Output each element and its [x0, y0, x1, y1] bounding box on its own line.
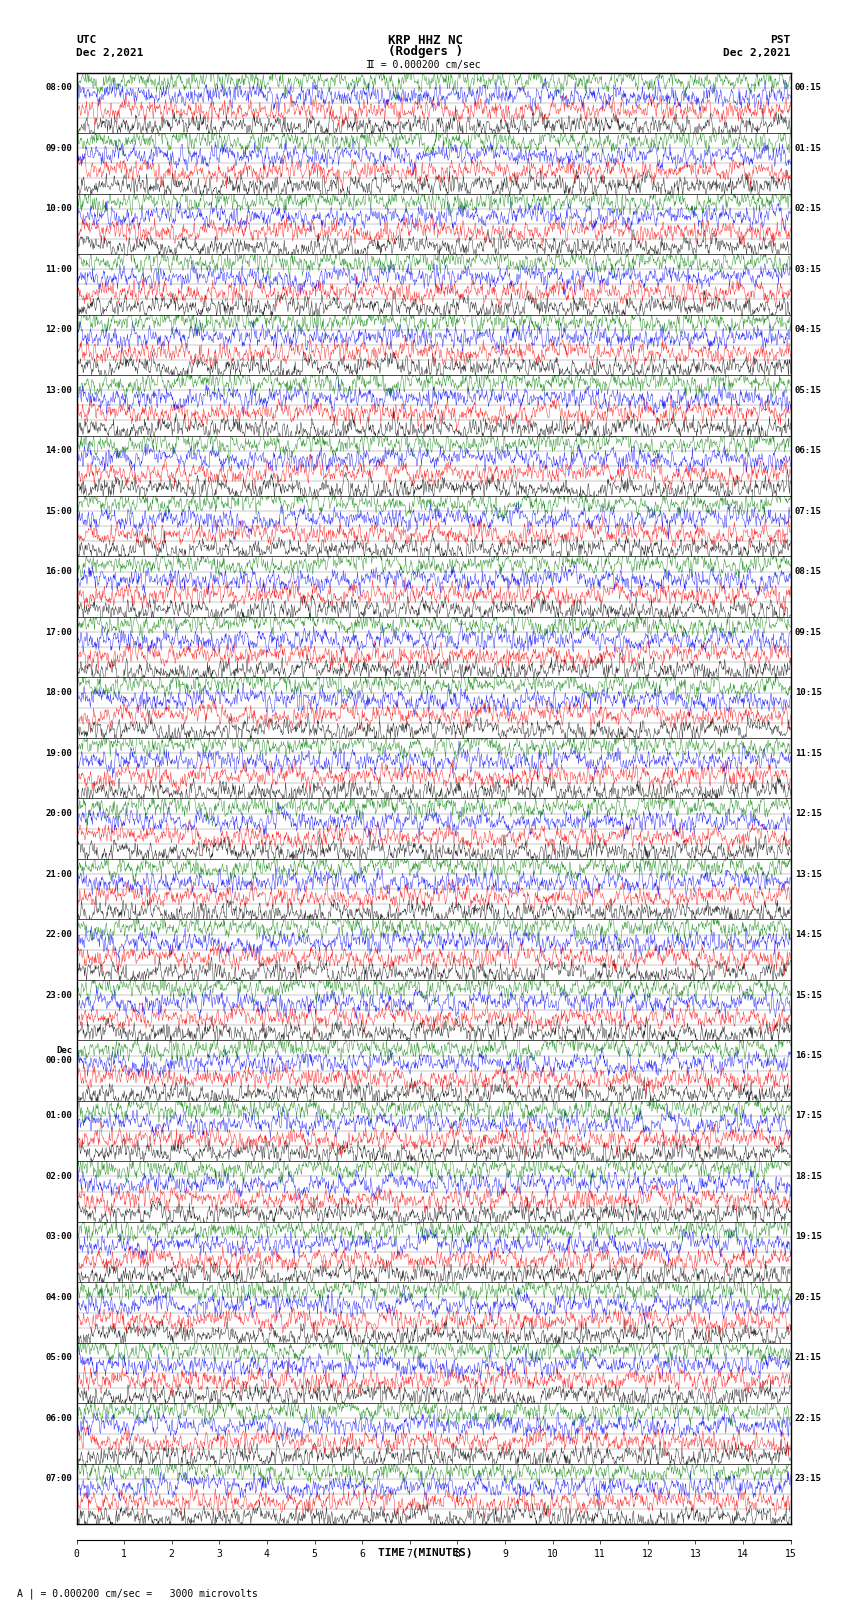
Text: 00:15: 00:15 [795, 84, 822, 92]
Text: 09:15: 09:15 [795, 627, 822, 637]
Text: I = 0.000200 cm/sec: I = 0.000200 cm/sec [369, 60, 481, 69]
Text: 16:15: 16:15 [795, 1052, 822, 1060]
Text: 16:00: 16:00 [45, 568, 72, 576]
Text: 22:15: 22:15 [795, 1415, 822, 1423]
Text: KRP HHZ NC: KRP HHZ NC [388, 34, 462, 47]
Text: 10:00: 10:00 [45, 205, 72, 213]
Text: 06:15: 06:15 [795, 447, 822, 455]
Text: 06:00: 06:00 [45, 1415, 72, 1423]
Text: Dec 2,2021: Dec 2,2021 [76, 48, 144, 58]
Text: 23:00: 23:00 [45, 990, 72, 1000]
Text: 18:00: 18:00 [45, 689, 72, 697]
Text: 22:00: 22:00 [45, 931, 72, 939]
Text: 11:00: 11:00 [45, 265, 72, 274]
Text: 17:00: 17:00 [45, 627, 72, 637]
Text: 13:15: 13:15 [795, 869, 822, 879]
Text: 08:00: 08:00 [45, 84, 72, 92]
Text: (Rodgers ): (Rodgers ) [388, 45, 462, 58]
Text: 18:15: 18:15 [795, 1173, 822, 1181]
Text: Dec
00:00: Dec 00:00 [45, 1045, 72, 1065]
Text: 08:15: 08:15 [795, 568, 822, 576]
Text: 20:15: 20:15 [795, 1294, 822, 1302]
Text: 19:15: 19:15 [795, 1232, 822, 1242]
Text: 12:15: 12:15 [795, 810, 822, 818]
Text: 21:15: 21:15 [795, 1353, 822, 1363]
Text: 01:15: 01:15 [795, 144, 822, 153]
Text: 23:15: 23:15 [795, 1474, 822, 1484]
Text: UTC: UTC [76, 35, 97, 45]
Text: 10:15: 10:15 [795, 689, 822, 697]
Text: 15:00: 15:00 [45, 506, 72, 516]
Text: 13:00: 13:00 [45, 386, 72, 395]
Text: 20:00: 20:00 [45, 810, 72, 818]
Text: 14:15: 14:15 [795, 931, 822, 939]
Text: 02:15: 02:15 [795, 205, 822, 213]
Text: TIME (MINUTES): TIME (MINUTES) [377, 1548, 473, 1558]
Text: 04:15: 04:15 [795, 326, 822, 334]
Text: 12:00: 12:00 [45, 326, 72, 334]
Text: 15:15: 15:15 [795, 990, 822, 1000]
Text: 07:00: 07:00 [45, 1474, 72, 1484]
Text: 04:00: 04:00 [45, 1294, 72, 1302]
Text: 14:00: 14:00 [45, 447, 72, 455]
Text: 03:15: 03:15 [795, 265, 822, 274]
Text: 05:15: 05:15 [795, 386, 822, 395]
Text: Dec 2,2021: Dec 2,2021 [723, 48, 791, 58]
Text: A | = 0.000200 cm/sec =   3000 microvolts: A | = 0.000200 cm/sec = 3000 microvolts [17, 1589, 258, 1598]
Text: 19:00: 19:00 [45, 748, 72, 758]
Text: 05:00: 05:00 [45, 1353, 72, 1363]
Text: I: I [366, 60, 373, 69]
Text: 01:00: 01:00 [45, 1111, 72, 1121]
Text: 11:15: 11:15 [795, 748, 822, 758]
Text: 09:00: 09:00 [45, 144, 72, 153]
Text: 02:00: 02:00 [45, 1173, 72, 1181]
Text: 21:00: 21:00 [45, 869, 72, 879]
Text: 03:00: 03:00 [45, 1232, 72, 1242]
Text: PST: PST [770, 35, 790, 45]
Text: 07:15: 07:15 [795, 506, 822, 516]
Text: 17:15: 17:15 [795, 1111, 822, 1121]
